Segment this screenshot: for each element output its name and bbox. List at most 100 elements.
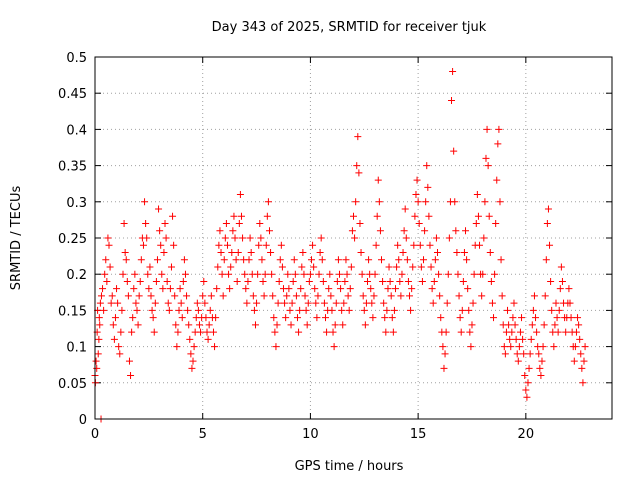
y-tick-label: 0.2 — [66, 268, 87, 283]
data-point — [100, 306, 108, 314]
data-point — [271, 328, 279, 336]
data-point — [335, 270, 343, 278]
data-point — [357, 248, 365, 256]
data-point — [202, 314, 210, 322]
data-point — [390, 306, 398, 314]
data-point — [491, 270, 499, 278]
data-point — [416, 241, 424, 249]
data-point — [119, 270, 127, 278]
data-point — [439, 343, 447, 351]
data-point — [260, 292, 268, 300]
data-point — [164, 299, 172, 307]
data-point — [217, 248, 225, 256]
data-point — [467, 343, 475, 351]
data-point — [580, 357, 588, 365]
data-point — [574, 314, 582, 322]
data-point — [129, 314, 137, 322]
data-point — [351, 234, 359, 242]
data-point — [342, 256, 350, 264]
data-point — [147, 292, 155, 300]
data-point — [221, 234, 229, 242]
data-point — [371, 270, 379, 278]
data-point — [427, 263, 435, 271]
data-point — [352, 198, 360, 206]
data-point — [120, 220, 128, 228]
data-point — [485, 212, 493, 220]
data-point — [345, 306, 353, 314]
data-point — [285, 285, 293, 293]
data-point — [432, 234, 440, 242]
data-point — [383, 306, 391, 314]
data-point — [213, 285, 221, 293]
data-point — [300, 270, 308, 278]
data-point — [267, 248, 275, 256]
data-point — [566, 299, 574, 307]
data-point — [144, 270, 152, 278]
data-point — [509, 314, 517, 322]
data-point — [400, 227, 408, 235]
data-point — [165, 306, 173, 314]
data-point — [241, 270, 249, 278]
data-point — [409, 263, 417, 271]
data-point — [418, 277, 426, 285]
data-point — [231, 234, 239, 242]
data-point — [440, 364, 448, 372]
data-point — [480, 234, 488, 242]
data-point — [212, 314, 220, 322]
data-point — [506, 335, 514, 343]
data-point — [160, 248, 168, 256]
data-point — [286, 306, 294, 314]
data-point — [156, 227, 164, 235]
data-point — [299, 248, 307, 256]
data-point — [579, 379, 587, 387]
data-point — [110, 335, 118, 343]
data-point — [441, 350, 449, 358]
data-point — [216, 227, 224, 235]
data-point — [172, 321, 180, 329]
data-point — [454, 270, 462, 278]
data-point — [553, 314, 561, 322]
data-point — [103, 277, 111, 285]
data-point — [415, 220, 423, 228]
data-point — [239, 234, 247, 242]
x-tick-label: 15 — [410, 427, 427, 442]
data-point — [181, 270, 189, 278]
grid — [95, 57, 612, 419]
data-point — [347, 263, 355, 271]
data-point — [170, 241, 178, 249]
data-point — [109, 321, 117, 329]
data-point — [401, 205, 409, 213]
data-point — [404, 277, 412, 285]
data-point — [385, 263, 393, 271]
data-point — [205, 321, 213, 329]
data-point — [472, 220, 480, 228]
data-point — [470, 270, 478, 278]
data-point — [449, 67, 457, 75]
data-point — [482, 154, 490, 162]
x-axis-label: GPS time / hours — [295, 459, 404, 474]
chart-title: Day 343 of 2025, SRMTID for receiver tju… — [212, 20, 487, 35]
data-point — [337, 285, 345, 293]
data-point — [443, 299, 451, 307]
data-point — [430, 277, 438, 285]
y-tick-label: 0.3 — [66, 196, 87, 211]
x-tick-label: 10 — [302, 427, 319, 442]
y-tick-label: 0.35 — [58, 160, 87, 175]
data-point — [132, 299, 140, 307]
data-point — [497, 256, 505, 264]
data-point — [501, 350, 509, 358]
data-point — [290, 256, 298, 264]
data-point — [575, 321, 583, 329]
data-point — [422, 198, 430, 206]
data-point — [317, 234, 325, 242]
data-point — [199, 292, 207, 300]
data-point — [134, 321, 142, 329]
data-point — [250, 306, 258, 314]
data-point — [318, 256, 326, 264]
data-point — [551, 321, 559, 329]
data-point — [515, 343, 523, 351]
data-point — [293, 314, 301, 322]
data-point — [541, 292, 549, 300]
data-point — [384, 285, 392, 293]
data-point — [577, 350, 585, 358]
